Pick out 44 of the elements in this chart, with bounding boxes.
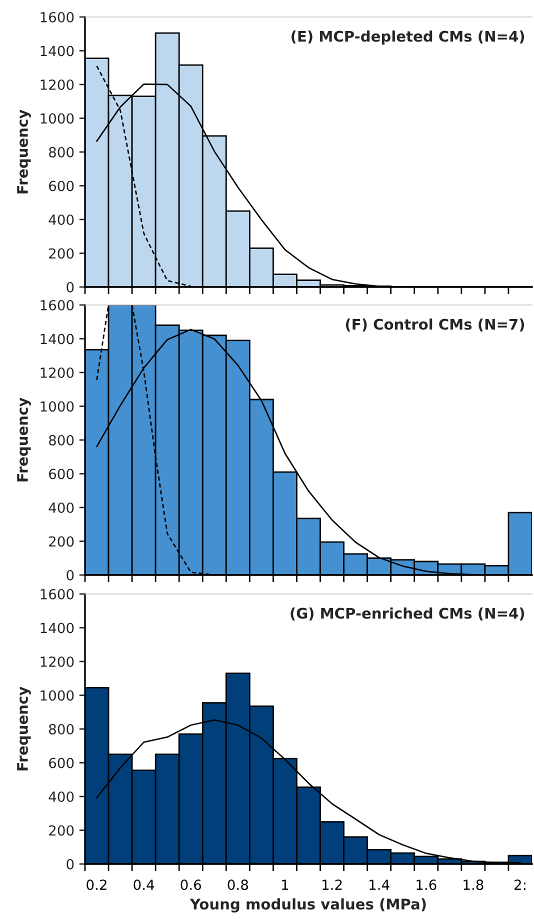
- x-tick-label: 0.6: [180, 880, 202, 890]
- y-tick-label: 400: [48, 791, 74, 802]
- y-tick-label: 1400: [40, 622, 74, 634]
- y-tick-label: 0: [66, 282, 74, 292]
- y-tick-label: 1600: [40, 300, 74, 310]
- y-tick-label: 1200: [40, 79, 74, 90]
- text: (F) Control CMs (N=7): [346, 318, 524, 332]
- text: (G) MCP-enriched CMs (N=4): [290, 608, 524, 621]
- y-tick-label: 1600: [40, 588, 74, 600]
- x-tick-label: 1.8: [464, 880, 484, 890]
- y-axis-title: Frequency: [17, 110, 31, 194]
- y-tick-label: 800: [49, 146, 74, 158]
- y-tick-label: 600: [49, 180, 74, 192]
- y-tick-label: 1000: [40, 113, 74, 124]
- y-tick-label: 1400: [40, 46, 74, 56]
- y-tick-label: 0: [66, 858, 74, 870]
- y-tick-label: 0: [66, 570, 74, 580]
- y-tick-label: 1400: [40, 334, 74, 344]
- y-tick-label: 400: [48, 502, 74, 513]
- y-tick-label: 600: [49, 468, 74, 480]
- x-tick-label: 0.2: [86, 880, 106, 890]
- x-tick-label: 1: [282, 880, 288, 890]
- x-axis-title: Young modulus values (MPa): [190, 898, 426, 913]
- y-tick-label: 1000: [40, 401, 74, 412]
- x-tick-label: 1.2: [322, 880, 342, 890]
- y-tick-label: 1600: [40, 12, 74, 22]
- x-tick-label: 1.4: [370, 880, 390, 890]
- y-tick-label: 600: [49, 758, 74, 768]
- x-tick-label: 1.6: [416, 880, 436, 890]
- y-tick-label: 1000: [40, 690, 74, 701]
- y-tick-label: 200: [49, 248, 74, 259]
- text: (E) MCP-depleted CMs (N=4): [292, 30, 524, 45]
- x-tick-label: 0.8: [228, 880, 248, 890]
- y-axis-title: Frequency: [17, 398, 31, 482]
- y-tick-label: 1200: [40, 367, 74, 378]
- y-tick-label: 1200: [40, 656, 74, 667]
- y-tick-label: 400: [48, 214, 74, 225]
- y-tick-label: 800: [49, 434, 74, 446]
- y-tick-label: 200: [49, 825, 74, 836]
- x-tick-label: 2:: [514, 880, 526, 890]
- y-tick-label: 200: [49, 536, 74, 547]
- y-axis-title: Frequency: [17, 686, 31, 770]
- x-tick-label: 0.4: [134, 880, 154, 890]
- y-tick-label: 800: [49, 724, 74, 734]
